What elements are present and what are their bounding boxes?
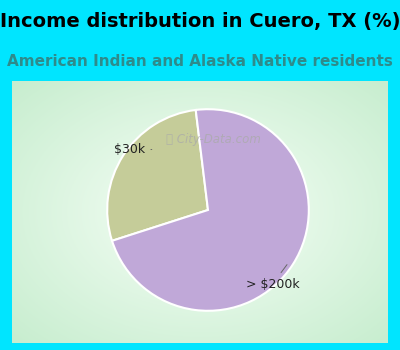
Wedge shape: [107, 110, 208, 241]
Text: ⓘ City-Data.com: ⓘ City-Data.com: [166, 133, 260, 146]
Text: $30k: $30k: [114, 143, 152, 156]
Text: > $200k: > $200k: [246, 265, 299, 290]
Wedge shape: [112, 109, 309, 311]
Text: Income distribution in Cuero, TX (%): Income distribution in Cuero, TX (%): [0, 12, 400, 31]
Text: American Indian and Alaska Native residents: American Indian and Alaska Native reside…: [7, 54, 393, 69]
